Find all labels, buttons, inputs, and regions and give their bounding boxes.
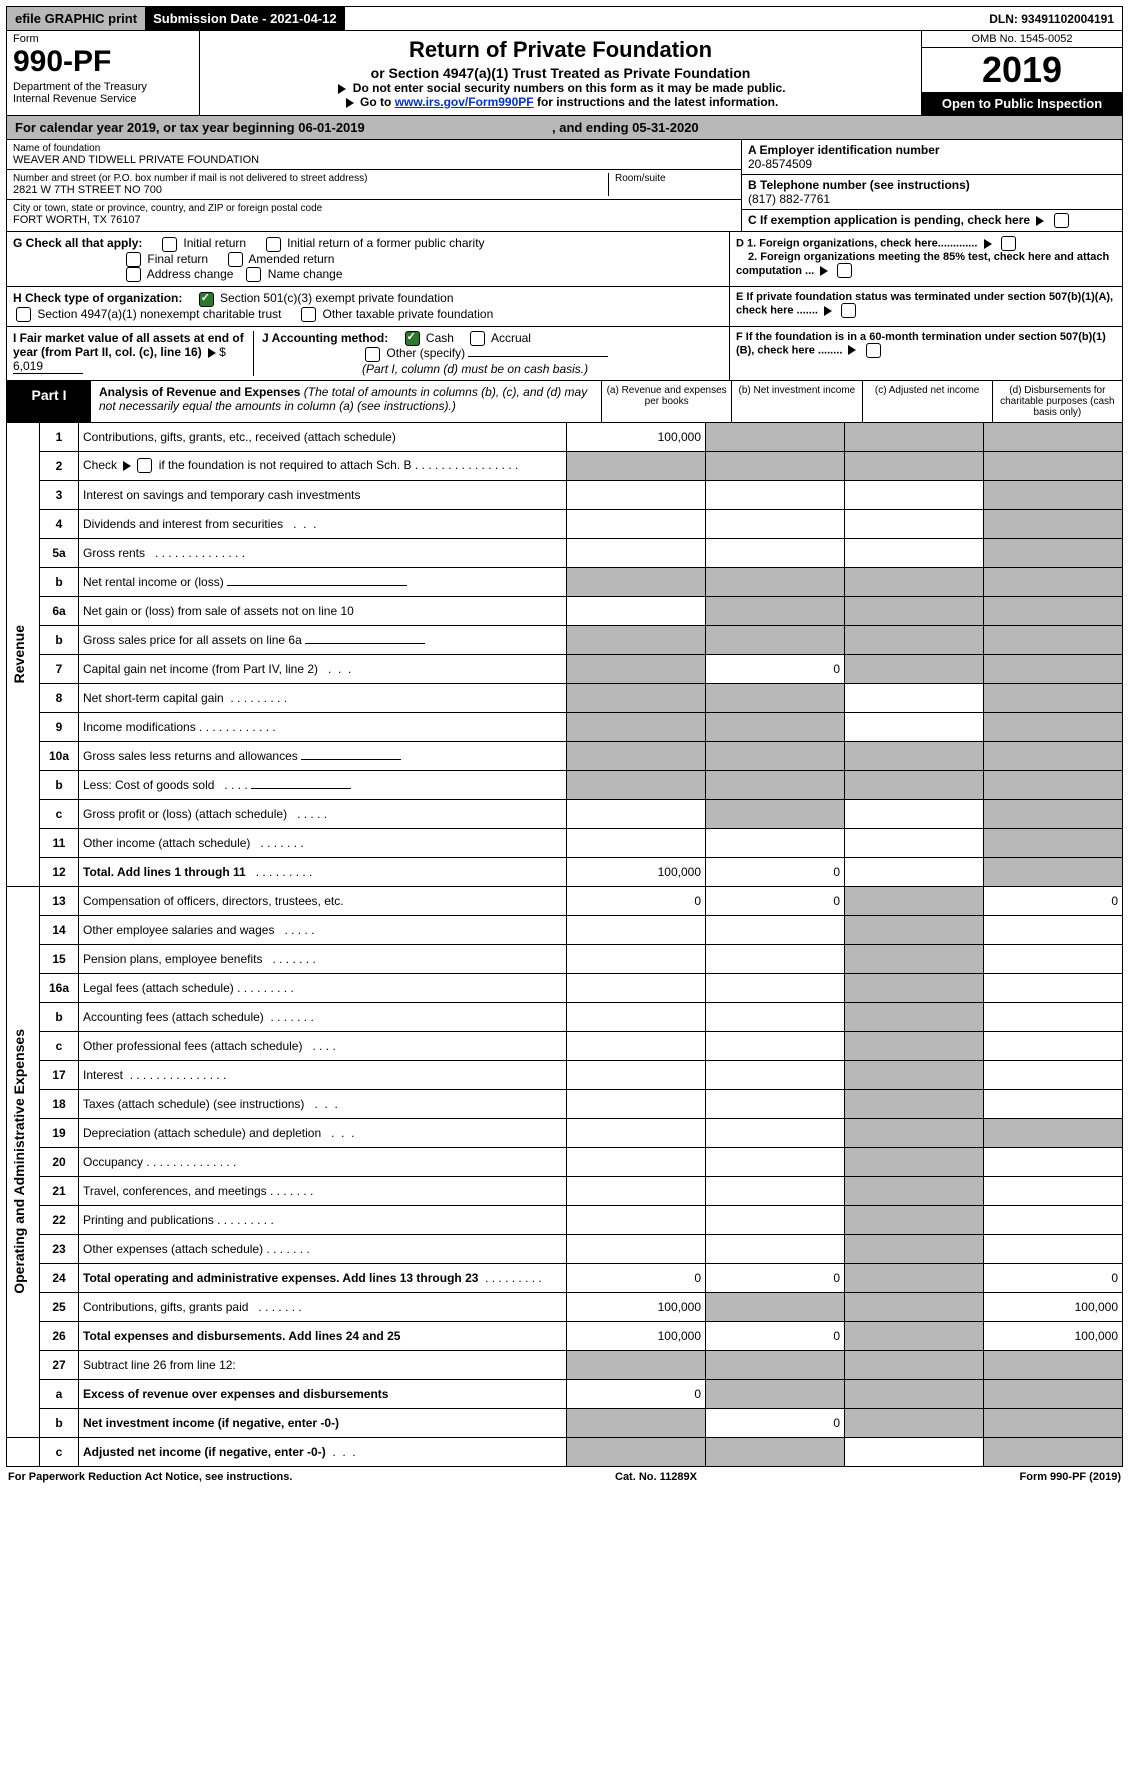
- amended-return-checkbox[interactable]: [228, 252, 243, 267]
- part1-tab: Part I: [7, 381, 91, 422]
- row-num: 1: [40, 423, 79, 452]
- accrual-checkbox[interactable]: [470, 331, 485, 346]
- submission-date: Submission Date - 2021-04-12: [145, 7, 345, 30]
- initial-return-checkbox[interactable]: [162, 237, 177, 252]
- e-checkbox[interactable]: [841, 303, 856, 318]
- note-no-ssn: Do not enter social security numbers on …: [353, 81, 786, 95]
- c-label: C If exemption application is pending, c…: [748, 213, 1030, 227]
- foundation-name: WEAVER AND TIDWELL PRIVATE FOUNDATION: [13, 154, 735, 166]
- part1-table: Revenue 1 Contributions, gifts, grants, …: [6, 423, 1123, 1467]
- arrow-icon: [338, 84, 346, 94]
- part1-title: Analysis of Revenue and Expenses: [99, 385, 300, 399]
- address-change-checkbox[interactable]: [126, 267, 141, 282]
- h-section: H Check type of organization: Section 50…: [6, 287, 1123, 327]
- 4947a1-checkbox[interactable]: [16, 307, 31, 322]
- d2-checkbox[interactable]: [837, 263, 852, 278]
- d2-label: 2. Foreign organizations meeting the 85%…: [736, 251, 1109, 276]
- irs-link[interactable]: www.irs.gov/Form990PF: [395, 95, 534, 109]
- form-title: Return of Private Foundation: [206, 37, 915, 63]
- street-address: 2821 W 7TH STREET NO 700: [13, 184, 608, 196]
- info-block: Name of foundation WEAVER AND TIDWELL PR…: [6, 140, 1123, 232]
- g-section: G Check all that apply: Initial return I…: [6, 232, 1123, 287]
- arrow-icon: [848, 345, 856, 355]
- fmv-value: 6,019: [13, 359, 83, 374]
- arrow-icon: [346, 98, 354, 108]
- city-state-zip: FORT WORTH, TX 76107: [13, 214, 735, 226]
- phone-value: (817) 882-7761: [748, 192, 1116, 206]
- i-j-section: I Fair market value of all assets at end…: [6, 327, 1123, 381]
- row-desc: Contributions, gifts, grants, etc., rece…: [79, 423, 567, 452]
- col-a-header: (a) Revenue and expenses per books: [602, 381, 731, 422]
- final-return-checkbox[interactable]: [126, 252, 141, 267]
- page-footer: For Paperwork Reduction Act Notice, see …: [6, 1467, 1123, 1487]
- arrow-icon: [820, 266, 828, 276]
- ein-value: 20-8574509: [748, 157, 1116, 171]
- expenses-label: Operating and Administrative Expenses: [11, 1029, 27, 1294]
- city-label: City or town, state or province, country…: [13, 203, 735, 214]
- j-note: (Part I, column (d) must be on cash basi…: [362, 362, 588, 376]
- e-label: E If private foundation status was termi…: [736, 291, 1113, 316]
- arrow-icon: [1036, 216, 1044, 226]
- paperwork-notice: For Paperwork Reduction Act Notice, see …: [8, 1471, 292, 1483]
- g-label: G Check all that apply:: [13, 236, 142, 250]
- form-version: Form 990-PF (2019): [1020, 1471, 1121, 1483]
- name-change-checkbox[interactable]: [246, 267, 261, 282]
- h-label: H Check type of organization:: [13, 291, 182, 305]
- cell-value: 100,000: [567, 423, 706, 452]
- omb-number: OMB No. 1545-0052: [922, 31, 1122, 48]
- catalog-number: Cat. No. 11289X: [615, 1471, 697, 1483]
- tax-year: 2019: [922, 48, 1122, 92]
- calendar-year-line: For calendar year 2019, or tax year begi…: [6, 116, 1123, 140]
- form-label: Form: [13, 33, 193, 45]
- dept-label: Department of the Treasury: [13, 81, 193, 93]
- irs-label: Internal Revenue Service: [13, 93, 193, 105]
- revenue-label: Revenue: [11, 625, 27, 683]
- note-goto-post: for instructions and the latest informat…: [534, 95, 779, 109]
- form-subtitle: or Section 4947(a)(1) Trust Treated as P…: [206, 65, 915, 81]
- 501c3-checkbox[interactable]: [199, 292, 214, 307]
- c-checkbox[interactable]: [1054, 213, 1069, 228]
- col-d-header: (d) Disbursements for charitable purpose…: [992, 381, 1122, 422]
- note-goto-pre: Go to: [360, 95, 395, 109]
- j-label: J Accounting method:: [262, 331, 388, 345]
- col-b-header: (b) Net investment income: [731, 381, 861, 422]
- col-c-header: (c) Adjusted net income: [862, 381, 992, 422]
- dln: DLN: 93491102004191: [981, 8, 1122, 30]
- arrow-icon: [824, 306, 832, 316]
- d1-label: D 1. Foreign organizations, check here..…: [736, 238, 977, 250]
- f-label: F If the foundation is in a 60-month ter…: [736, 331, 1106, 356]
- sch-b-checkbox[interactable]: [137, 458, 152, 473]
- cash-checkbox[interactable]: [405, 331, 420, 346]
- addr-label: Number and street (or P.O. box number if…: [13, 173, 608, 184]
- form-header: Form 990-PF Department of the Treasury I…: [6, 31, 1123, 116]
- other-method-checkbox[interactable]: [365, 347, 380, 362]
- efile-label[interactable]: efile GRAPHIC print: [7, 7, 145, 30]
- arrow-icon: [208, 348, 216, 358]
- room-label: Room/suite: [615, 173, 735, 184]
- phone-label: B Telephone number (see instructions): [748, 178, 1116, 192]
- name-label: Name of foundation: [13, 143, 735, 154]
- top-bar: efile GRAPHIC print Submission Date - 20…: [6, 6, 1123, 31]
- d1-checkbox[interactable]: [1001, 236, 1016, 251]
- other-taxable-checkbox[interactable]: [301, 307, 316, 322]
- arrow-icon: [123, 461, 131, 471]
- initial-former-checkbox[interactable]: [266, 237, 281, 252]
- f-checkbox[interactable]: [866, 343, 881, 358]
- part1-header: Part I Analysis of Revenue and Expenses …: [6, 381, 1123, 423]
- arrow-icon: [984, 239, 992, 249]
- form-number: 990-PF: [13, 47, 193, 77]
- ein-label: A Employer identification number: [748, 143, 1116, 157]
- open-to-public: Open to Public Inspection: [922, 92, 1122, 115]
